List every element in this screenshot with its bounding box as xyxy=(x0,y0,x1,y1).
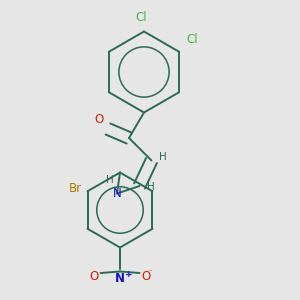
Text: +: + xyxy=(125,270,133,279)
Text: ⁻: ⁻ xyxy=(147,268,152,278)
Text: Cl: Cl xyxy=(135,11,147,24)
Text: O: O xyxy=(141,269,150,283)
Text: H: H xyxy=(106,175,113,185)
Text: Br: Br xyxy=(68,182,82,195)
Text: O: O xyxy=(94,113,104,126)
Text: H: H xyxy=(147,182,155,193)
Text: O: O xyxy=(90,269,99,283)
Text: Cl: Cl xyxy=(187,33,198,46)
Text: H: H xyxy=(159,152,167,163)
Text: N: N xyxy=(115,272,125,284)
Text: N: N xyxy=(112,187,122,200)
